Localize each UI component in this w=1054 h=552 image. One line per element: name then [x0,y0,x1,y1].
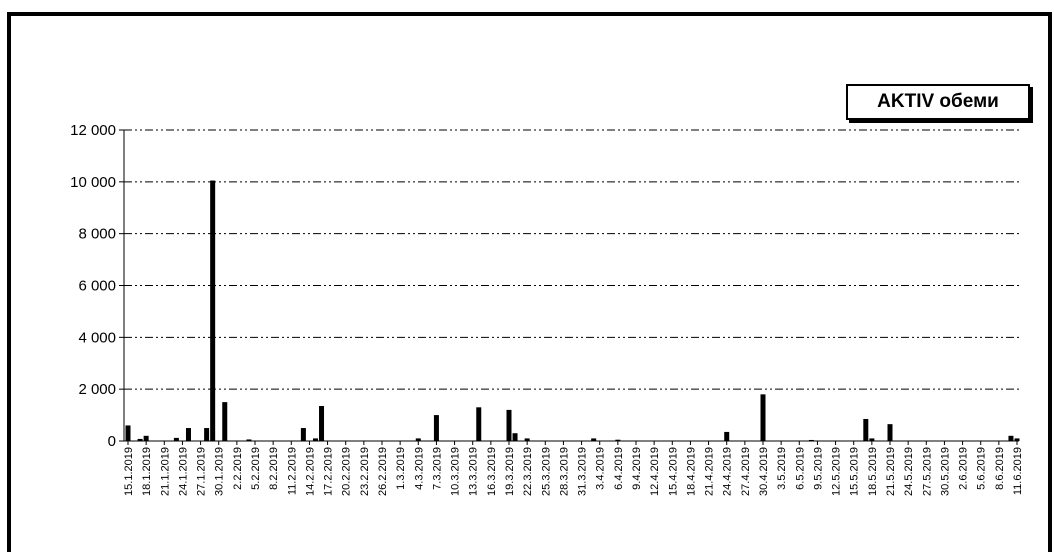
x-tick-label: 18.1.2019 [141,447,153,496]
bar [143,435,149,441]
x-tick-labels: 15.1.2019 18.1.2019 21.1.2019 24.1.2019 27.1… [123,447,1024,496]
bar [185,428,191,441]
x-tick-label: 5.2.2019 [250,447,262,490]
x-tick-label: 27.1.2019 [196,447,208,496]
x-tick-label: 18.4.2019 [685,447,697,496]
x-tick-label: 10.3.2019 [450,447,462,496]
x-tick-label: 2.6.2019 [958,447,970,490]
bar [863,418,869,441]
bars [125,180,1020,441]
x-tick-label: 9.5.2019 [812,447,824,490]
chart-frame [7,12,1052,552]
bar [319,406,325,441]
x-tick-label: 5.6.2019 [976,447,988,490]
x-tick-label: 30.1.2019 [214,447,226,496]
x-tick-label: 7.3.2019 [431,447,443,490]
bar [433,415,439,441]
axes [119,129,1019,445]
bar [724,431,730,441]
y-tick-label: 8 000 [78,226,116,243]
bar [415,438,421,441]
x-tick-label: 30.4.2019 [758,447,770,496]
x-tick-label: 15.1.2019 [123,447,135,496]
x-tick-label: 17.2.2019 [323,447,335,496]
legend: AKTIV обеми [846,84,1030,120]
bar [300,428,306,441]
y-tick-label: 4 000 [78,329,116,346]
y-tick-labels: 0 2 000 4 000 6 000 8 000 10 000 12 000 [70,122,116,450]
x-tick-label: 9.4.2019 [631,447,643,490]
bar [312,438,318,441]
bar [887,424,893,441]
legend-series-label: AKTIV обеми [877,91,999,112]
x-tick-label: 6.5.2019 [794,447,806,490]
bar [476,407,482,441]
x-tick-label: 27.5.2019 [921,447,933,496]
x-tick-label: 3.5.2019 [776,447,788,490]
x-tick-label: 13.3.2019 [468,447,480,496]
bar [210,180,216,441]
bar [808,439,814,441]
bar [1014,438,1020,441]
bar [512,433,518,441]
y-tick-label: 2 000 [78,381,116,398]
x-tick-label: 24.5.2019 [903,447,915,496]
x-tick-label: 31.3.2019 [577,447,589,496]
x-tick-label: 2.2.2019 [232,447,244,490]
x-tick-label: 12.4.2019 [649,447,661,496]
bar [524,438,530,441]
x-tick-label: 21.1.2019 [159,447,171,496]
x-tick-label: 21.5.2019 [885,447,897,496]
x-tick-label: 6.4.2019 [613,447,625,490]
x-tick-label: 15.5.2019 [849,447,861,496]
bar [506,409,512,441]
bar [615,439,621,441]
x-tick-label: 23.2.2019 [359,447,371,496]
x-tick-label: 24.1.2019 [177,447,189,496]
x-tick-label: 30.5.2019 [939,447,951,496]
x-tick-label: 1.3.2019 [395,447,407,490]
bar [1008,435,1014,441]
bar [222,402,228,441]
x-tick-label: 24.4.2019 [722,447,734,496]
x-tick-label: 11.2.2019 [286,447,298,495]
y-tick-label: 10 000 [70,174,116,191]
x-tick-label: 16.3.2019 [486,447,498,496]
bar [591,438,597,441]
x-tick-label: 26.2.2019 [377,447,389,496]
grid-lines [124,129,1019,390]
x-tick-label: 21.4.2019 [704,447,716,496]
x-tick-label: 4.3.2019 [413,447,425,490]
x-tick-label: 12.5.2019 [831,447,843,496]
x-tick-label: 20.2.2019 [341,447,353,496]
x-tick-label: 19.3.2019 [504,447,516,496]
bar [204,428,210,441]
x-tick-label: 27.4.2019 [740,447,752,496]
x-tick-label: 18.5.2019 [867,447,879,496]
x-tick-label: 3.4.2019 [595,447,607,490]
bar [125,425,131,441]
bar [137,438,143,441]
x-tick-label: 22.3.2019 [522,447,534,496]
x-tick-label: 28.3.2019 [558,447,570,496]
bar [173,437,179,441]
x-tick-label: 14.2.2019 [304,447,316,496]
bar [246,439,252,441]
x-tick-label: 15.4.2019 [667,447,679,496]
x-tick-label: 8.6.2019 [994,447,1006,490]
y-tick-label: 6 000 [78,278,116,295]
bar [869,438,875,441]
x-tick-label: 8.2.2019 [268,447,280,490]
bar [760,394,766,441]
x-tick-label: 11.6.2019 [1012,447,1024,495]
x-tick-label: 25.3.2019 [540,447,552,496]
y-tick-label: 12 000 [70,122,116,139]
y-tick-label: 0 [108,433,116,450]
